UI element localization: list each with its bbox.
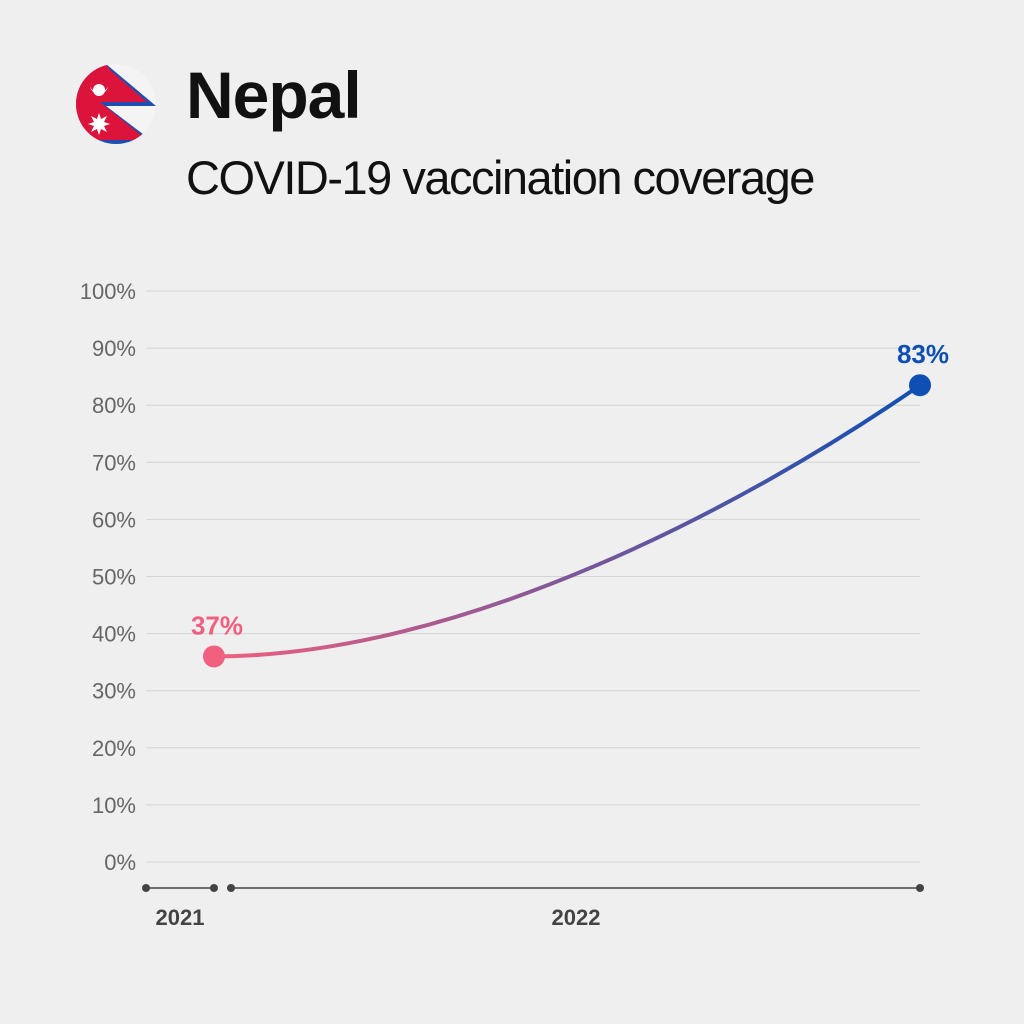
- y-tick-label: 30%: [92, 679, 136, 704]
- y-tick-label: 0%: [104, 850, 136, 875]
- nepal-flag-icon: [76, 64, 156, 144]
- y-tick-label: 90%: [92, 336, 136, 361]
- data-point: [909, 374, 931, 397]
- x-tick-label: 2022: [552, 905, 601, 930]
- y-tick-label: 80%: [92, 393, 136, 418]
- data-point: [203, 645, 225, 668]
- series-line: [212, 383, 922, 659]
- y-tick-label: 60%: [92, 507, 136, 532]
- x-axis-tick: [227, 884, 235, 892]
- y-tick-label: 100%: [80, 279, 136, 304]
- y-tick-label: 70%: [92, 450, 136, 475]
- x-tick-label: 2021: [156, 905, 205, 930]
- x-axis-tick: [916, 884, 924, 892]
- y-tick-label: 40%: [92, 622, 136, 647]
- page-subtitle: COVID-19 vaccination coverage: [186, 151, 815, 204]
- page-title: Nepal: [186, 58, 362, 132]
- x-axis-tick: [142, 884, 150, 892]
- y-tick-label: 50%: [92, 565, 136, 590]
- y-tick-label: 20%: [92, 736, 136, 761]
- x-axis-tick: [210, 884, 218, 892]
- data-label: 83%: [897, 339, 949, 369]
- data-label: 37%: [191, 610, 243, 640]
- y-tick-label: 10%: [92, 793, 136, 818]
